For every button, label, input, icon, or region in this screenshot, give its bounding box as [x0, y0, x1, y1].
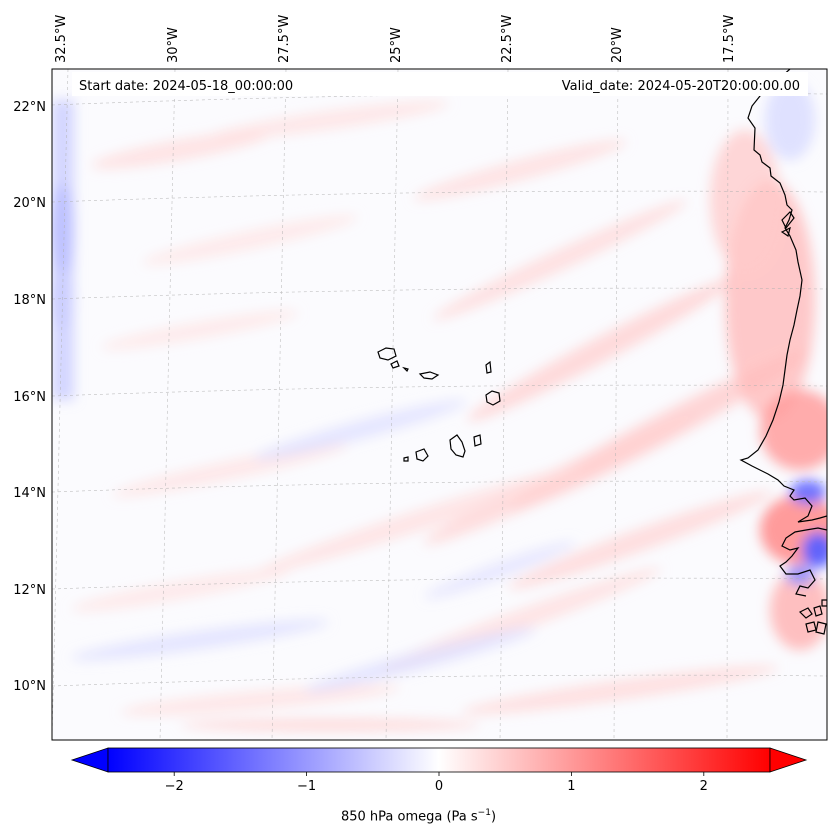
island-santo-antao — [377, 347, 397, 361]
island-fogo — [415, 448, 429, 462]
african-coastline — [739, 69, 827, 635]
colorbar-tick-label: −2 — [165, 779, 184, 794]
island-maio — [473, 434, 482, 447]
colorbar-gradient — [107, 747, 771, 773]
lat-label: 20°N — [13, 196, 46, 211]
lon-label: 27.5°W — [277, 15, 292, 63]
colorbar-label: 850 hPa omega (Pa s−1) — [0, 808, 837, 824]
lon-label: 17.5°W — [722, 15, 737, 63]
colorbar: −2 −1 0 1 2 — [70, 747, 808, 794]
colorbar-tick-label: 1 — [567, 779, 575, 794]
colorbar-label-end: ) — [490, 809, 497, 825]
lon-label: 30°W — [166, 27, 181, 63]
island-santa-luzia — [402, 366, 409, 373]
colorbar-label-exponent: −1 — [477, 808, 491, 818]
island-boa-vista — [485, 390, 501, 406]
latitude-labels: 22°N 20°N 18°N 16°N 14°N 12°N 10°N — [13, 100, 46, 694]
island-santiago — [449, 434, 466, 458]
header-band — [72, 72, 808, 96]
colorbar-tick-label: −1 — [297, 779, 316, 794]
island-brava — [403, 456, 409, 462]
colorbar-label-text: 850 hPa omega (Pa s — [340, 809, 478, 825]
cape-verde-islands — [377, 347, 501, 462]
longitude-labels: 32.5°W 30°W 27.5°W 25°W 22.5°W 20°W 17.5… — [54, 15, 737, 63]
map-panel: Start date: 2024-05-18_00:00:00 Valid_da… — [52, 69, 827, 740]
island-sal — [485, 360, 492, 374]
lat-label: 10°N — [13, 679, 46, 694]
island-sao-vicente — [390, 360, 400, 369]
lon-label: 25°W — [389, 27, 404, 63]
colorbar-extend-max — [769, 747, 808, 773]
lat-label: 14°N — [13, 486, 46, 501]
colorbar-tick-label: 2 — [700, 779, 708, 794]
colorbar-extend-min — [70, 747, 109, 773]
lat-label: 12°N — [13, 583, 46, 598]
start-date-label: Start date: 2024-05-18_00:00:00 — [79, 79, 293, 94]
lon-label: 20°W — [610, 27, 625, 63]
lat-label: 22°N — [13, 100, 46, 115]
map-border — [51, 68, 828, 741]
lon-label: 22.5°W — [500, 15, 515, 63]
colorbar-tick-label: 0 — [435, 779, 443, 794]
omega-field — [52, 80, 827, 731]
lon-label: 32.5°W — [54, 15, 69, 63]
graticule — [52, 69, 827, 740]
lat-label: 16°N — [13, 390, 46, 405]
colorbar-ticks: −2 −1 0 1 2 — [165, 772, 708, 794]
valid-date-label: Valid_date: 2024-05-20T20:00:00.00 — [562, 79, 800, 94]
island-sao-nicolau — [418, 371, 440, 380]
lat-label: 18°N — [13, 293, 46, 308]
